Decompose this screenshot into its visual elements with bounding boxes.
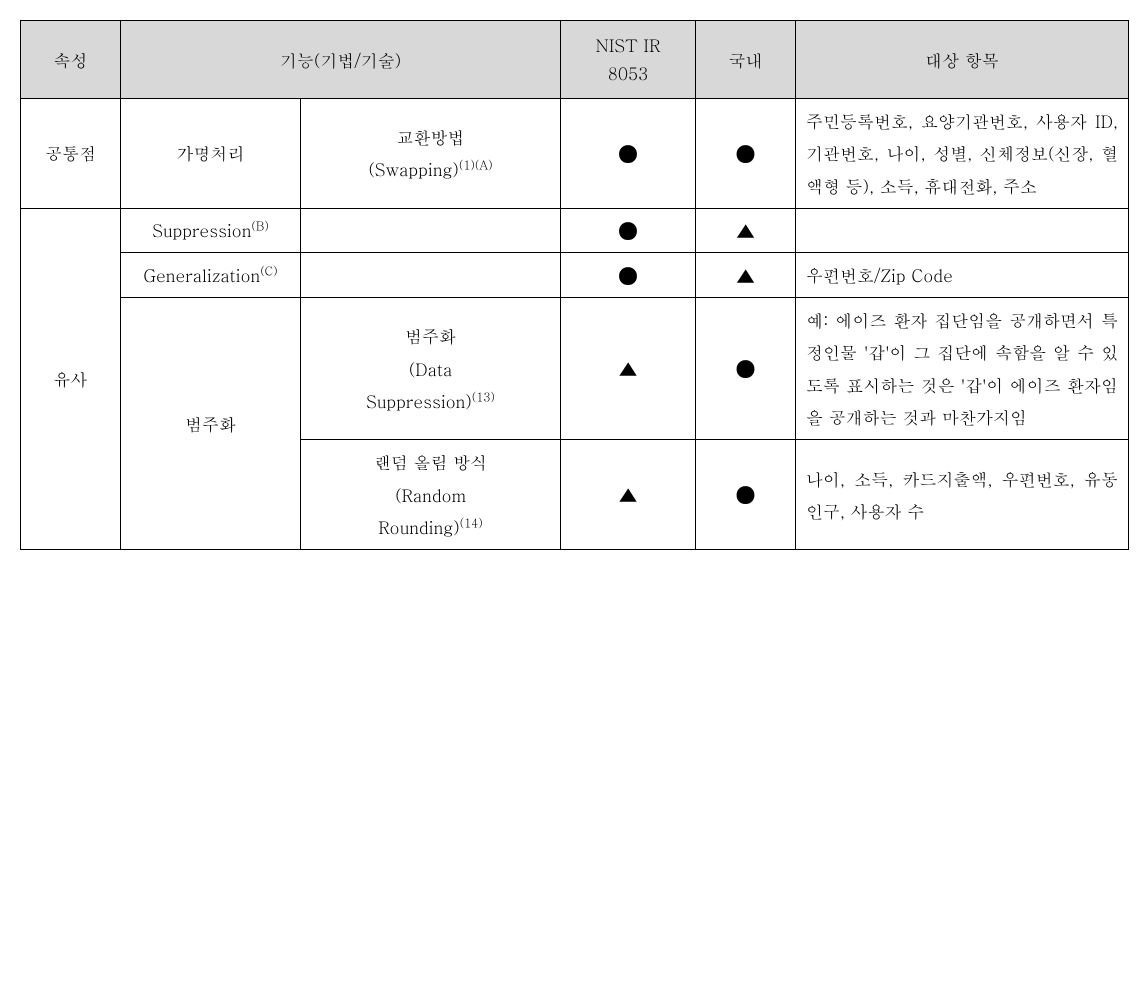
- header-nist-l2: 8053: [608, 61, 649, 85]
- comparison-table: 속성 기능(기법/기술) NIST IR 8053 국내 대상 항목 공통점 가…: [20, 20, 1129, 550]
- cell-func1-categorize: 범주화: [121, 298, 301, 550]
- ds-l3: Suppression): [366, 389, 472, 413]
- cell-target-r2d: 나이, 소득, 카드지출액, 우편번호, 유동인구, 사용자 수: [796, 440, 1129, 550]
- table-row: 공통점 가명처리 교환방법 (Swapping)(1)(A) ● ● 주민등록번…: [21, 99, 1129, 209]
- cell-domestic-r2d: ●: [696, 440, 796, 550]
- cell-nist-r2c: ▲: [561, 298, 696, 440]
- cell-nist-r2a: ●: [561, 208, 696, 252]
- header-attr: 속성: [21, 21, 121, 99]
- cell-nist-r1: ●: [561, 99, 696, 209]
- ds-l2: (Data: [409, 357, 452, 381]
- rr-l3: Rounding): [378, 515, 459, 539]
- rr-l1: 랜덤 올림 방식: [374, 450, 487, 474]
- header-func: 기능(기법/기술): [121, 21, 561, 99]
- suppression-sup: (B): [251, 219, 268, 235]
- cell-func2-generalization-empty: [301, 252, 561, 297]
- cell-domestic-r2a: ▲: [696, 208, 796, 252]
- cell-func2-suppression-empty: [301, 208, 561, 252]
- header-row: 속성 기능(기법/기술) NIST IR 8053 국내 대상 항목: [21, 21, 1129, 99]
- cell-func-generalization: Generalization(C): [121, 252, 301, 297]
- table-row: Generalization(C) ● ▲ 우편번호/Zip Code: [21, 252, 1129, 297]
- ds-l1: 범주화: [405, 324, 456, 348]
- cell-func2-datasuppression: 범주화 (Data Suppression)(13): [301, 298, 561, 440]
- header-nist-l1: NIST IR: [596, 33, 661, 57]
- cell-func1-pseudo: 가명처리: [121, 99, 301, 209]
- cell-target-r2b: 우편번호/Zip Code: [796, 252, 1129, 297]
- table-row: 유사 Suppression(B) ● ▲: [21, 208, 1129, 252]
- cell-target-r2a: [796, 208, 1129, 252]
- cell-func2-swapping: 교환방법 (Swapping)(1)(A): [301, 99, 561, 209]
- ds-sup: (13): [472, 389, 495, 405]
- swapping-l2: (Swapping): [368, 157, 458, 181]
- cell-domestic-r2c: ●: [696, 298, 796, 440]
- rr-l2: (Random: [395, 483, 466, 507]
- cell-domestic-r2b: ▲: [696, 252, 796, 297]
- cell-func-suppression: Suppression(B): [121, 208, 301, 252]
- header-domestic: 국내: [696, 21, 796, 99]
- cell-attr-similar: 유사: [21, 208, 121, 549]
- cell-domestic-r1: ●: [696, 99, 796, 209]
- header-target: 대상 항목: [796, 21, 1129, 99]
- rr-sup: (14): [460, 515, 483, 531]
- suppression-label: Suppression: [152, 218, 251, 242]
- cell-attr-common: 공통점: [21, 99, 121, 209]
- cell-nist-r2d: ▲: [561, 440, 696, 550]
- table-row: 범주화 범주화 (Data Suppression)(13) ▲ ● 예: 에이…: [21, 298, 1129, 440]
- cell-target-r2c: 예: 에이즈 환자 집단임을 공개하면서 특정인물 '갑'이 그 집단에 속함을…: [796, 298, 1129, 440]
- cell-target-r1: 주민등록번호, 요양기관번호, 사용자 ID, 기관번호, 나이, 성별, 신체…: [796, 99, 1129, 209]
- generalization-label: Generalization: [143, 263, 260, 287]
- generalization-sup: (C): [260, 263, 277, 279]
- swapping-sup: (1)(A): [459, 158, 493, 174]
- cell-nist-r2b: ●: [561, 252, 696, 297]
- cell-func2-rounding: 랜덤 올림 방식 (Random Rounding)(14): [301, 440, 561, 550]
- swapping-l1: 교환방법: [397, 125, 465, 149]
- header-nist: NIST IR 8053: [561, 21, 696, 99]
